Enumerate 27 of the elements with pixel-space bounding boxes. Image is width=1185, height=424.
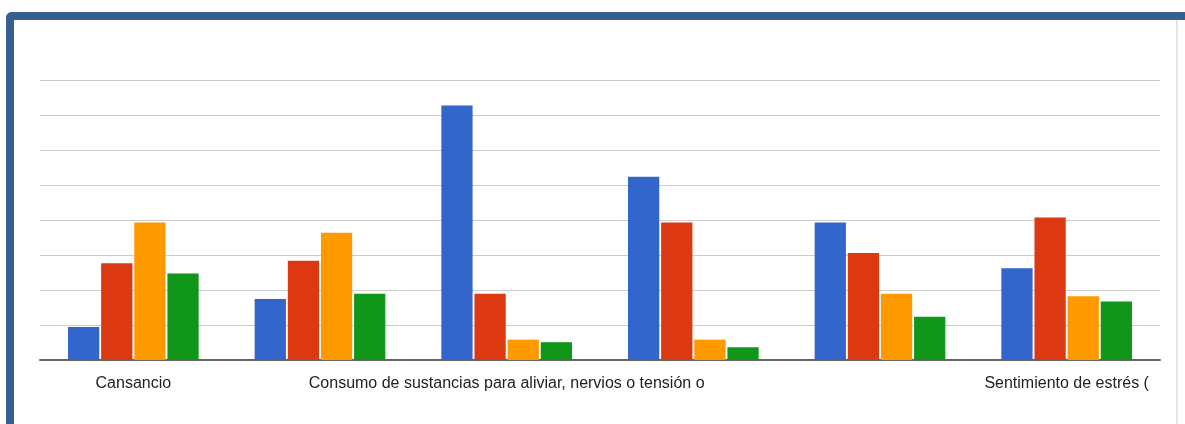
bar [1034,217,1066,360]
bar [727,347,759,360]
bar [354,293,386,360]
bar [1067,296,1099,360]
bar [507,339,539,360]
bar [661,222,693,360]
x-tick-label: Sentimiento de estrés ( [984,373,1150,391]
bar [847,253,880,360]
bar [167,273,199,360]
bar [474,293,506,360]
bar [441,105,473,360]
bar [287,260,320,360]
bar [814,222,846,360]
x-tick-label: Consumo de sustancias para aliviar, nervios o tensión o [308,373,705,391]
bar [914,316,946,360]
bar [320,232,353,360]
bar [101,263,133,360]
bar [540,342,572,360]
bar [134,222,166,360]
bar [628,176,660,360]
bar [694,339,726,360]
bar [1001,268,1033,360]
bar [254,298,286,360]
bar [1100,301,1132,360]
bar [880,293,913,360]
x-tick-label: Cansancio [95,373,172,391]
bar [68,326,100,360]
